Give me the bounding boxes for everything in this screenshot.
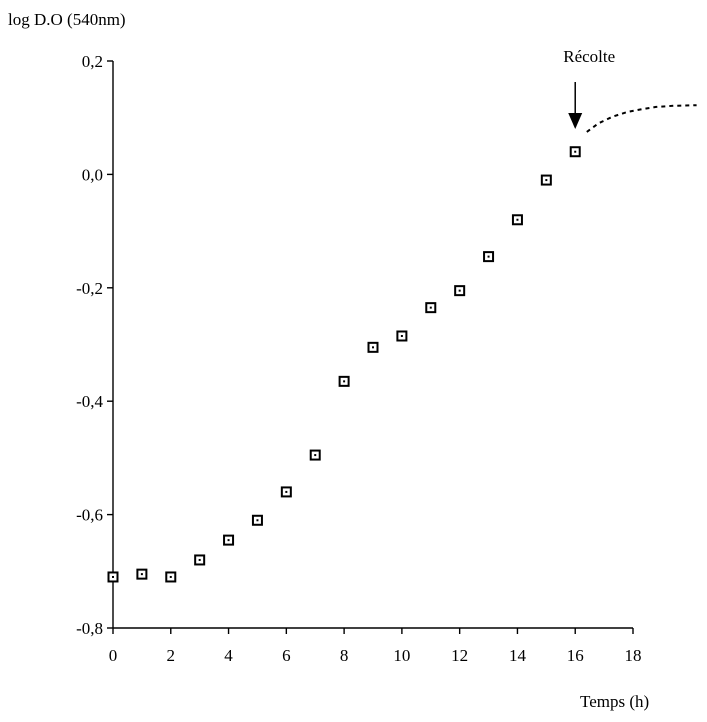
data-point — [338, 375, 350, 387]
y-tick-label: 0,2 — [82, 52, 103, 71]
x-tick-label: 4 — [224, 646, 233, 665]
x-tick-label: 16 — [567, 646, 584, 665]
data-point — [569, 146, 581, 158]
data-point — [396, 330, 408, 342]
x-tick-label: 18 — [625, 646, 642, 665]
y-tick-label: -0,2 — [76, 279, 103, 298]
x-tick-label: 8 — [340, 646, 349, 665]
data-point — [165, 571, 177, 583]
harvest-arrow-head — [568, 113, 583, 130]
data-point — [511, 214, 523, 226]
y-tick-label: -0,4 — [76, 392, 103, 411]
extrapolation-curve — [586, 104, 697, 133]
data-point — [454, 285, 466, 297]
y-axis-label: log D.O (540nm) — [8, 10, 126, 29]
data-point — [136, 568, 148, 580]
data-points — [107, 146, 581, 583]
data-point — [194, 554, 206, 566]
x-tick-label: 14 — [509, 646, 527, 665]
x-tick-label: 0 — [109, 646, 118, 665]
x-tick-label: 12 — [451, 646, 468, 665]
data-point — [223, 534, 235, 546]
x-tick-label: 6 — [282, 646, 291, 665]
y-tick-label: 0,0 — [82, 165, 103, 184]
data-point — [251, 514, 263, 526]
x-ticks: 0 2 4 6 8 10 12 14 16 18 — [109, 628, 642, 665]
x-tick-label: 10 — [393, 646, 410, 665]
y-tick-label: -0,8 — [76, 619, 103, 638]
data-point — [540, 174, 552, 186]
data-point — [280, 486, 292, 498]
x-axis-label: Temps (h) — [580, 692, 649, 711]
harvest-annotation-label: Récolte — [563, 47, 615, 66]
data-point — [367, 341, 379, 353]
data-point — [483, 251, 495, 263]
data-point — [309, 449, 321, 461]
y-tick-label: -0,6 — [76, 506, 103, 525]
y-ticks: 0,2 0,0 -0,2 -0,4 -0,6 -0,8 — [76, 52, 113, 638]
data-point — [107, 571, 119, 583]
x-tick-label: 2 — [167, 646, 176, 665]
data-point — [425, 302, 437, 314]
